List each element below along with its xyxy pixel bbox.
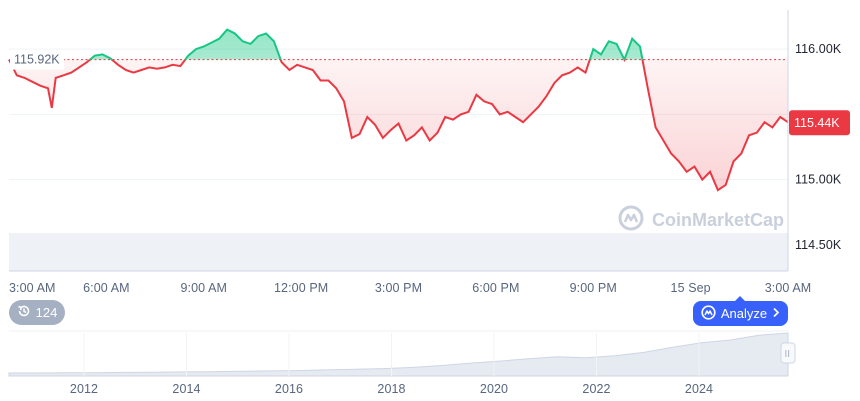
- overview-area: [8, 332, 789, 377]
- coinmarketcap-logo-icon: [618, 205, 644, 236]
- x-axis-ticks: 3:00 AM 6:00 AM 9:00 AM 12:00 PM 3:00 PM 6:00…: [9, 281, 811, 295]
- x-tick-label: 3:00 AM: [9, 281, 56, 295]
- overview-x-tick-label: 2018: [377, 382, 405, 396]
- baseline-label-text: 115.92K: [14, 53, 60, 67]
- analyze-label: Analyze: [720, 306, 768, 321]
- overview-handle[interactable]: II: [780, 342, 796, 364]
- baseline-label: 115.92K: [10, 49, 64, 70]
- x-tick-label: 6:00 AM: [83, 281, 130, 295]
- analyze-icon: [701, 304, 716, 323]
- current-price-text: 115.44K: [794, 116, 840, 130]
- overview-x-ticks: 2012 2014 2016 2018 2020 2022 2024: [70, 333, 713, 396]
- chevron-right-icon: [772, 306, 780, 321]
- coinmarketcap-watermark: CoinMarketCap: [618, 205, 784, 236]
- analyze-button[interactable]: Analyze: [693, 301, 788, 326]
- watermark-text: CoinMarketCap: [652, 210, 785, 230]
- y-axis-ticks: 116.00K 115.00K 114.50K: [795, 42, 842, 252]
- x-tick-label: 6:00 PM: [472, 281, 519, 295]
- overview-x-tick-label: 2016: [275, 382, 303, 396]
- y-tick-label: 114.50K: [795, 238, 842, 252]
- y-tick-label: 115.00K: [795, 173, 842, 187]
- history-button[interactable]: 124: [9, 300, 65, 325]
- overview-x-tick-label: 2020: [480, 382, 508, 396]
- volume-bars: [9, 233, 788, 271]
- current-price-label: 115.44K: [789, 110, 850, 136]
- overview-x-tick-label: 2022: [582, 382, 610, 396]
- overview-x-tick-label: 2014: [172, 382, 200, 396]
- history-count: 124: [35, 305, 58, 320]
- overview-x-tick-label: 2024: [685, 382, 713, 396]
- x-tick-label: 12:00 PM: [274, 281, 328, 295]
- overview-handle-label: II: [785, 349, 791, 360]
- analyze-pointer: [735, 296, 745, 301]
- x-tick-label: 3:00 AM: [765, 281, 812, 295]
- x-tick-label: 9:00 PM: [570, 281, 617, 295]
- x-tick-label: 15 Sep: [671, 281, 711, 295]
- area-above-baseline: [90, 29, 643, 60]
- price-line-down: [8, 59, 789, 192]
- x-tick-label: 3:00 PM: [375, 281, 422, 295]
- volume-area: [9, 233, 788, 271]
- y-tick-label: 116.00K: [795, 42, 842, 56]
- area-below-baseline: [9, 59, 788, 191]
- x-tick-label: 9:00 AM: [180, 281, 227, 295]
- history-icon: [17, 304, 31, 321]
- overview-x-tick-label: 2012: [70, 382, 98, 396]
- overview-navigator[interactable]: 2012 2014 2016 2018 2020 2022 2024 II: [8, 330, 796, 396]
